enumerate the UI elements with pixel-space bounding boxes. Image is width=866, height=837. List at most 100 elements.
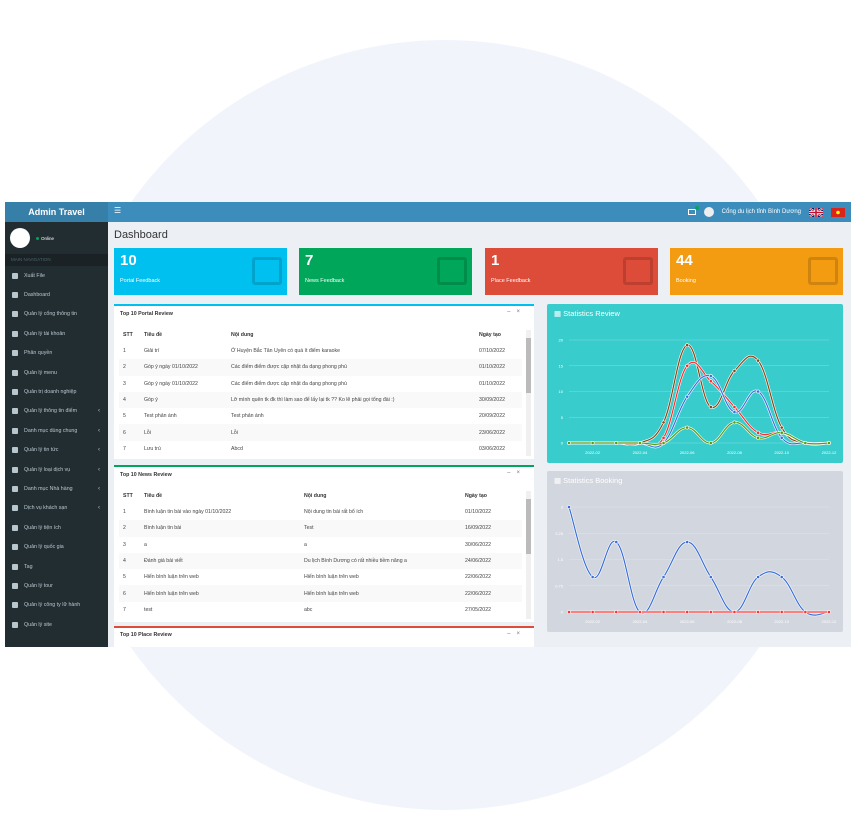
data-point[interactable] <box>638 441 642 445</box>
data-point[interactable] <box>685 540 690 544</box>
stat-card[interactable]: 44 Booking <box>670 248 843 295</box>
box-tools[interactable]: –× <box>507 631 526 637</box>
data-point[interactable] <box>685 343 690 348</box>
data-point[interactable] <box>590 575 595 579</box>
data-point[interactable] <box>708 610 713 614</box>
data-point[interactable] <box>614 441 619 445</box>
data-point[interactable] <box>779 425 784 430</box>
scrollbar[interactable] <box>526 330 531 456</box>
data-point[interactable] <box>732 369 737 373</box>
data-point[interactable] <box>708 379 713 384</box>
data-point[interactable] <box>685 610 690 614</box>
table-row[interactable]: 5 Test phản ánh Test phản ánh 20/09/2022 <box>119 408 522 424</box>
user-name[interactable]: Cổng du lịch tỉnh Bình Dương <box>721 209 801 215</box>
data-point[interactable] <box>614 540 619 544</box>
sidebar-item[interactable]: Xuất File <box>5 266 108 285</box>
data-point[interactable] <box>567 441 571 445</box>
series-line-outline <box>569 421 830 446</box>
table-row[interactable]: 3 a a 30/06/2022 <box>119 537 522 553</box>
sidebar-item[interactable]: Quản trị doanh nghiệp <box>5 382 108 401</box>
data-point[interactable] <box>590 441 595 445</box>
stat-card[interactable]: 7 News Feedback <box>299 248 472 295</box>
sidebar-item[interactable]: Quản lý site <box>5 615 108 634</box>
table-row[interactable]: 2 Bình luận tin bài Test 16/09/2022 <box>119 520 522 537</box>
data-point[interactable] <box>732 420 737 425</box>
data-point[interactable] <box>732 610 737 614</box>
table-cell: Bình luận tin bài vào ngày 01/10/2022 <box>144 509 232 516</box>
table-row[interactable]: 2 Góp ý ngày 01/10/2022 Các điểm điểm được… <box>119 359 522 376</box>
app-logo[interactable]: Admin Travel <box>5 202 108 222</box>
data-point[interactable] <box>708 374 713 378</box>
user-avatar[interactable] <box>703 207 714 217</box>
data-point[interactable] <box>708 575 713 579</box>
sidebar-item[interactable]: Quản lý quốc gia <box>5 537 108 556</box>
data-point[interactable] <box>661 575 666 579</box>
data-point[interactable] <box>779 435 784 440</box>
data-point[interactable] <box>590 610 595 614</box>
sidebar-item[interactable]: Dịch vụ khách sạn ‹ <box>5 499 108 518</box>
box-tools[interactable]: –× <box>507 309 526 315</box>
sidebar-item[interactable]: Quản lý loại dịch vụ ‹ <box>5 460 108 479</box>
data-point[interactable] <box>827 441 831 445</box>
data-point[interactable] <box>779 430 784 435</box>
sidebar-item[interactable]: Dashboard <box>5 285 108 304</box>
sidebar-item-label: Quản lý công ty lữ hành <box>24 602 81 609</box>
scrollbar[interactable] <box>526 491 531 619</box>
table-row[interactable]: 3 Góp ý ngày 01/10/2022 Các điểm điểm được… <box>119 376 522 392</box>
sidebar-item[interactable]: Quản lý tiện ích <box>5 518 108 537</box>
data-point[interactable] <box>803 610 808 614</box>
data-point[interactable] <box>685 425 690 430</box>
data-point[interactable] <box>779 575 784 579</box>
table-row[interactable]: 6 Hiển bình luận trên web Hiển bình luận t… <box>119 585 522 602</box>
sidebar-item[interactable]: Danh mục Nhà hàng ‹ <box>5 479 108 498</box>
uk-flag-icon[interactable] <box>809 207 823 217</box>
table-row[interactable]: 4 Góp ý Lỡ mình quên tk đk thì làm sao để … <box>119 391 522 409</box>
sidebar-item[interactable]: Quản lý tour <box>5 576 108 595</box>
table-row[interactable]: 6 Lỗi Lỗi 23/06/2022 <box>119 424 522 441</box>
vn-flag-icon[interactable] <box>831 207 845 217</box>
data-point[interactable] <box>803 441 808 445</box>
data-point[interactable] <box>685 394 690 399</box>
data-point[interactable] <box>756 610 760 614</box>
data-point[interactable] <box>756 389 760 394</box>
table-row[interactable]: 7 test abc 27/05/2022 <box>119 602 522 618</box>
data-point[interactable] <box>779 610 784 614</box>
hamburger-icon[interactable]: ☰ <box>114 206 122 215</box>
data-point[interactable] <box>732 405 737 409</box>
data-point[interactable] <box>661 420 666 425</box>
stat-card[interactable]: 1 Place Feedback <box>485 248 658 295</box>
data-point[interactable] <box>661 435 666 440</box>
table-row[interactable]: 4 Đánh giá bài viết Du lịch Bình Dương có … <box>119 552 522 570</box>
sidebar-item[interactable]: Quản lý tài khoản <box>5 324 108 343</box>
data-point[interactable] <box>732 410 737 415</box>
data-point[interactable] <box>661 441 666 445</box>
data-point[interactable] <box>708 405 713 409</box>
data-point[interactable] <box>614 610 619 614</box>
envelope-icon[interactable] <box>687 206 699 215</box>
table-row[interactable]: 1 Giải trí Ở Huyện Bắc Tân Uyên có quá ít … <box>119 343 522 359</box>
table-row[interactable]: 5 Hiển bình luận trên web Hiển bình luận t… <box>119 569 522 585</box>
table-row[interactable]: 1 Bình luận tin bài vào ngày 01/10/2022 Nộ… <box>119 504 522 520</box>
data-point[interactable] <box>708 441 713 445</box>
sidebar-item[interactable]: Quản lý tin tức ‹ <box>5 441 108 460</box>
data-point[interactable] <box>567 505 571 509</box>
data-point[interactable] <box>567 610 571 614</box>
sidebar-item[interactable]: Quản lý menu <box>5 363 108 382</box>
sidebar-item[interactable]: Danh mục dùng chung ‹ <box>5 421 108 440</box>
data-point[interactable] <box>756 435 760 440</box>
data-point[interactable] <box>685 363 690 368</box>
box-tools[interactable]: –× <box>507 470 526 476</box>
data-point[interactable] <box>638 610 642 614</box>
data-point[interactable] <box>756 575 760 579</box>
sidebar-item[interactable]: Quản lý thông tin điểm ‹ <box>5 402 108 421</box>
data-point[interactable] <box>756 430 760 435</box>
stat-card[interactable]: 10 Portal Feedback <box>114 248 287 295</box>
data-point[interactable] <box>661 610 666 614</box>
sidebar-item[interactable]: Phân quyền <box>5 344 108 363</box>
sidebar-item[interactable]: Quản lý công ty lữ hành <box>5 596 108 615</box>
sidebar-item[interactable]: Quản lý cổng thông tin <box>5 305 108 324</box>
table-row[interactable]: 7 Lưu trú Abcd 03/06/2022 <box>119 441 522 457</box>
data-point[interactable] <box>827 610 831 614</box>
sidebar-item[interactable]: Tag <box>5 557 108 576</box>
data-point[interactable] <box>756 358 760 363</box>
